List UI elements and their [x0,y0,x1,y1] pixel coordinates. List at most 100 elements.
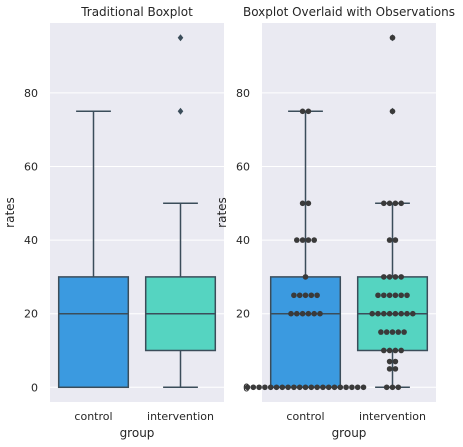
observation-point [302,274,309,280]
observation-point [395,329,402,335]
observation-point [299,108,306,115]
y-tick-label: 80 [236,87,250,100]
x-tick-label: control [286,410,324,423]
x-tick-label: control [74,410,112,423]
observation-point [381,310,387,317]
observation-point [294,310,300,317]
observation-point [294,237,300,243]
observation-point [386,347,393,354]
observation-point [398,274,405,280]
observation-point [386,274,393,280]
observation-point [389,34,396,41]
observation-point [311,310,318,317]
y-tick-label: 60 [24,161,38,174]
left-boxplot-panel: 0 20 40 60 80 control intervention Traditional … [3,5,224,440]
observation-point [285,384,291,391]
observation-point [360,384,367,391]
observation-point [381,347,387,354]
observation-point [250,384,257,391]
observation-point [267,384,274,391]
observation-point [392,274,399,280]
observation-point [386,292,393,299]
observation-point [389,329,396,335]
observation-point [308,292,315,299]
observation-point [392,366,399,372]
observation-point [314,292,320,299]
observation-point [381,200,387,207]
observation-point [325,384,332,391]
observation-point [383,329,390,335]
y-axis-label: rates [215,197,229,228]
observation-point [302,384,309,391]
observation-point [302,292,309,299]
observation-point [331,384,338,391]
observation-point [383,384,390,391]
observation-point [305,310,312,317]
outlier-point [177,34,184,42]
chart-title: Traditional Boxplot [80,5,193,19]
observation-point [401,329,407,335]
observation-point [305,237,312,243]
observation-point [369,310,376,317]
observation-point [392,347,399,354]
observation-point [320,384,326,391]
x-axis-label: group [332,426,367,440]
observation-point [386,237,393,243]
observation-point [398,200,405,207]
observation-point [305,108,312,115]
observation-point [392,237,399,243]
observation-point [375,310,381,317]
observation-point [317,310,323,317]
observation-point [305,200,312,207]
observation-point [398,310,405,317]
observation-point [389,108,396,115]
y-tick-label: 20 [24,308,38,321]
observation-point [299,200,306,207]
chart-title: Boxplot Overlaid with Observations [243,5,455,19]
observation-point [256,384,262,391]
observation-point [291,292,297,299]
observation-point [381,274,387,280]
y-tick-label: 40 [236,234,250,247]
observation-point [381,292,387,299]
observation-point [337,384,344,391]
observation-point [410,310,416,317]
observation-point [343,384,349,391]
observation-point [386,310,393,317]
outlier-point [177,107,184,115]
observation-point [262,384,268,391]
observation-point [392,292,399,299]
observation-point [395,384,402,391]
y-tick-label: 0 [31,381,38,394]
y-tick-label: 40 [24,234,38,247]
observation-point [398,292,405,299]
observation-point [299,310,306,317]
y-axis-label: rates [3,197,17,228]
observation-point [244,384,251,391]
observation-point [314,384,320,391]
observation-point [392,310,399,317]
observation-point [291,384,297,391]
observation-point [311,237,318,243]
observation-point [386,200,393,207]
observation-point [296,292,303,299]
observation-point [386,358,393,365]
box-control [57,276,130,389]
observation-point [378,329,384,335]
observation-point [404,292,410,299]
observation-point [349,384,355,391]
y-tick-label: 60 [236,161,250,174]
observation-point [392,358,399,365]
x-axis-label: group [120,426,155,440]
observation-point [404,310,410,317]
observation-point [398,347,405,354]
observation-point [354,384,361,391]
observation-point [392,200,399,207]
observation-point [375,292,381,299]
observation-point [273,384,280,391]
observation-point [308,384,315,391]
observation-point [279,384,286,391]
y-tick-label: 80 [24,87,38,100]
x-tick-label: intervention [147,410,214,423]
